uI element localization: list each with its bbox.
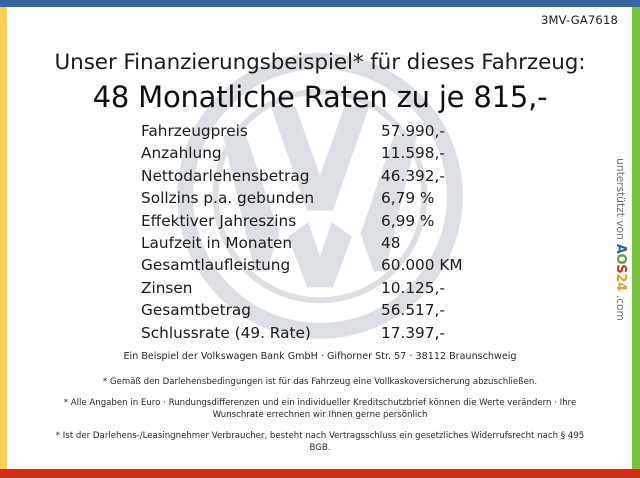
detail-value: 6,79 % <box>381 189 435 208</box>
footnote-currency: * Alle Angaben in Euro · Rundungsdiffere… <box>63 397 577 421</box>
detail-value: 10.125,- <box>381 278 445 297</box>
table-row: Gesamtlaufleistung 60.000 KM <box>141 254 521 276</box>
sponsor-strip: unterstützt von AOS24 .com <box>608 0 632 478</box>
financing-details-table: Fahrzeugpreis 57.990,- Anzahlung 11.598,… <box>141 120 521 344</box>
detail-value: 56.517,- <box>381 301 445 320</box>
table-row: Schlussrate (49. Rate) 17.397,- <box>141 322 521 344</box>
financing-details-body: Fahrzeugpreis 57.990,- Anzahlung 11.598,… <box>141 120 521 344</box>
detail-label: Sollzins p.a. gebunden <box>141 189 315 208</box>
bank-address-line: Ein Beispiel der Volkswagen Bank GmbH · … <box>123 351 517 362</box>
detail-label: Effektiver Jahreszins <box>141 211 297 230</box>
detail-value: 48 <box>381 234 401 253</box>
border-left-yellow <box>0 7 7 469</box>
sponsor-domain-suffix: .com <box>613 294 626 321</box>
table-row: Nettodarlehensbetrag 46.392,- <box>141 165 521 187</box>
headline-primary: Unser Finanzierungsbeispiel* für dieses … <box>54 50 586 75</box>
table-row: Fahrzeugpreis 57.990,- <box>141 120 521 142</box>
footer-fineprint: Ein Beispiel der Volkswagen Bank GmbH · … <box>0 350 640 455</box>
border-top-blue <box>0 0 640 7</box>
detail-label: Gesamtbetrag <box>141 301 251 320</box>
sponsor-inner: unterstützt von AOS24 .com <box>613 158 628 321</box>
aos24-logo-letter-o: O <box>612 252 628 264</box>
aos24-logo-letter-a: A <box>612 243 628 253</box>
detail-value: 57.990,- <box>381 122 445 140</box>
detail-label: Nettodarlehensbetrag <box>141 166 310 185</box>
table-row: Laufzeit in Monaten 48 <box>141 232 521 254</box>
aos24-logo-letter-s: S <box>612 263 628 273</box>
detail-label: Zinsen <box>141 278 193 297</box>
headline-rate: 48 Monatliche Raten zu je 815,- <box>92 80 548 114</box>
vehicle-id: 3MV-GA7618 <box>540 13 618 27</box>
table-row: Sollzins p.a. gebunden 6,79 % <box>141 187 521 209</box>
table-row: Zinsen 10.125,- <box>141 277 521 299</box>
detail-label: Gesamtlaufleistung <box>141 256 291 275</box>
sponsor-prefix: unterstützt von <box>613 157 626 240</box>
detail-label: Anzahlung <box>141 144 222 163</box>
aos24-logo-digits-24: 24 <box>612 272 628 291</box>
detail-value: 6,99 % <box>381 211 435 230</box>
border-right-green <box>632 7 640 469</box>
border-bottom-red <box>0 469 640 478</box>
detail-label: Fahrzeugpreis <box>141 122 248 140</box>
footnote-insurance: * Gemäß den Darlehensbedingungen ist für… <box>102 377 538 388</box>
detail-value: 11.598,- <box>381 144 445 163</box>
table-row: Effektiver Jahreszins 6,99 % <box>141 210 521 232</box>
detail-value: 60.000 KM <box>381 256 463 275</box>
detail-label: Laufzeit in Monaten <box>141 234 293 253</box>
aos24-logo: AOS24 <box>613 243 628 290</box>
detail-value: 17.397,- <box>381 323 445 342</box>
footnote-withdrawal-right: * Ist der Darlehens-/Leasingnehmer Verbr… <box>55 430 585 454</box>
table-row: Anzahlung 11.598,- <box>141 142 521 164</box>
detail-value: 46.392,- <box>381 166 445 185</box>
detail-label: Schlussrate (49. Rate) <box>141 323 311 342</box>
table-row: Gesamtbetrag 56.517,- <box>141 299 521 321</box>
